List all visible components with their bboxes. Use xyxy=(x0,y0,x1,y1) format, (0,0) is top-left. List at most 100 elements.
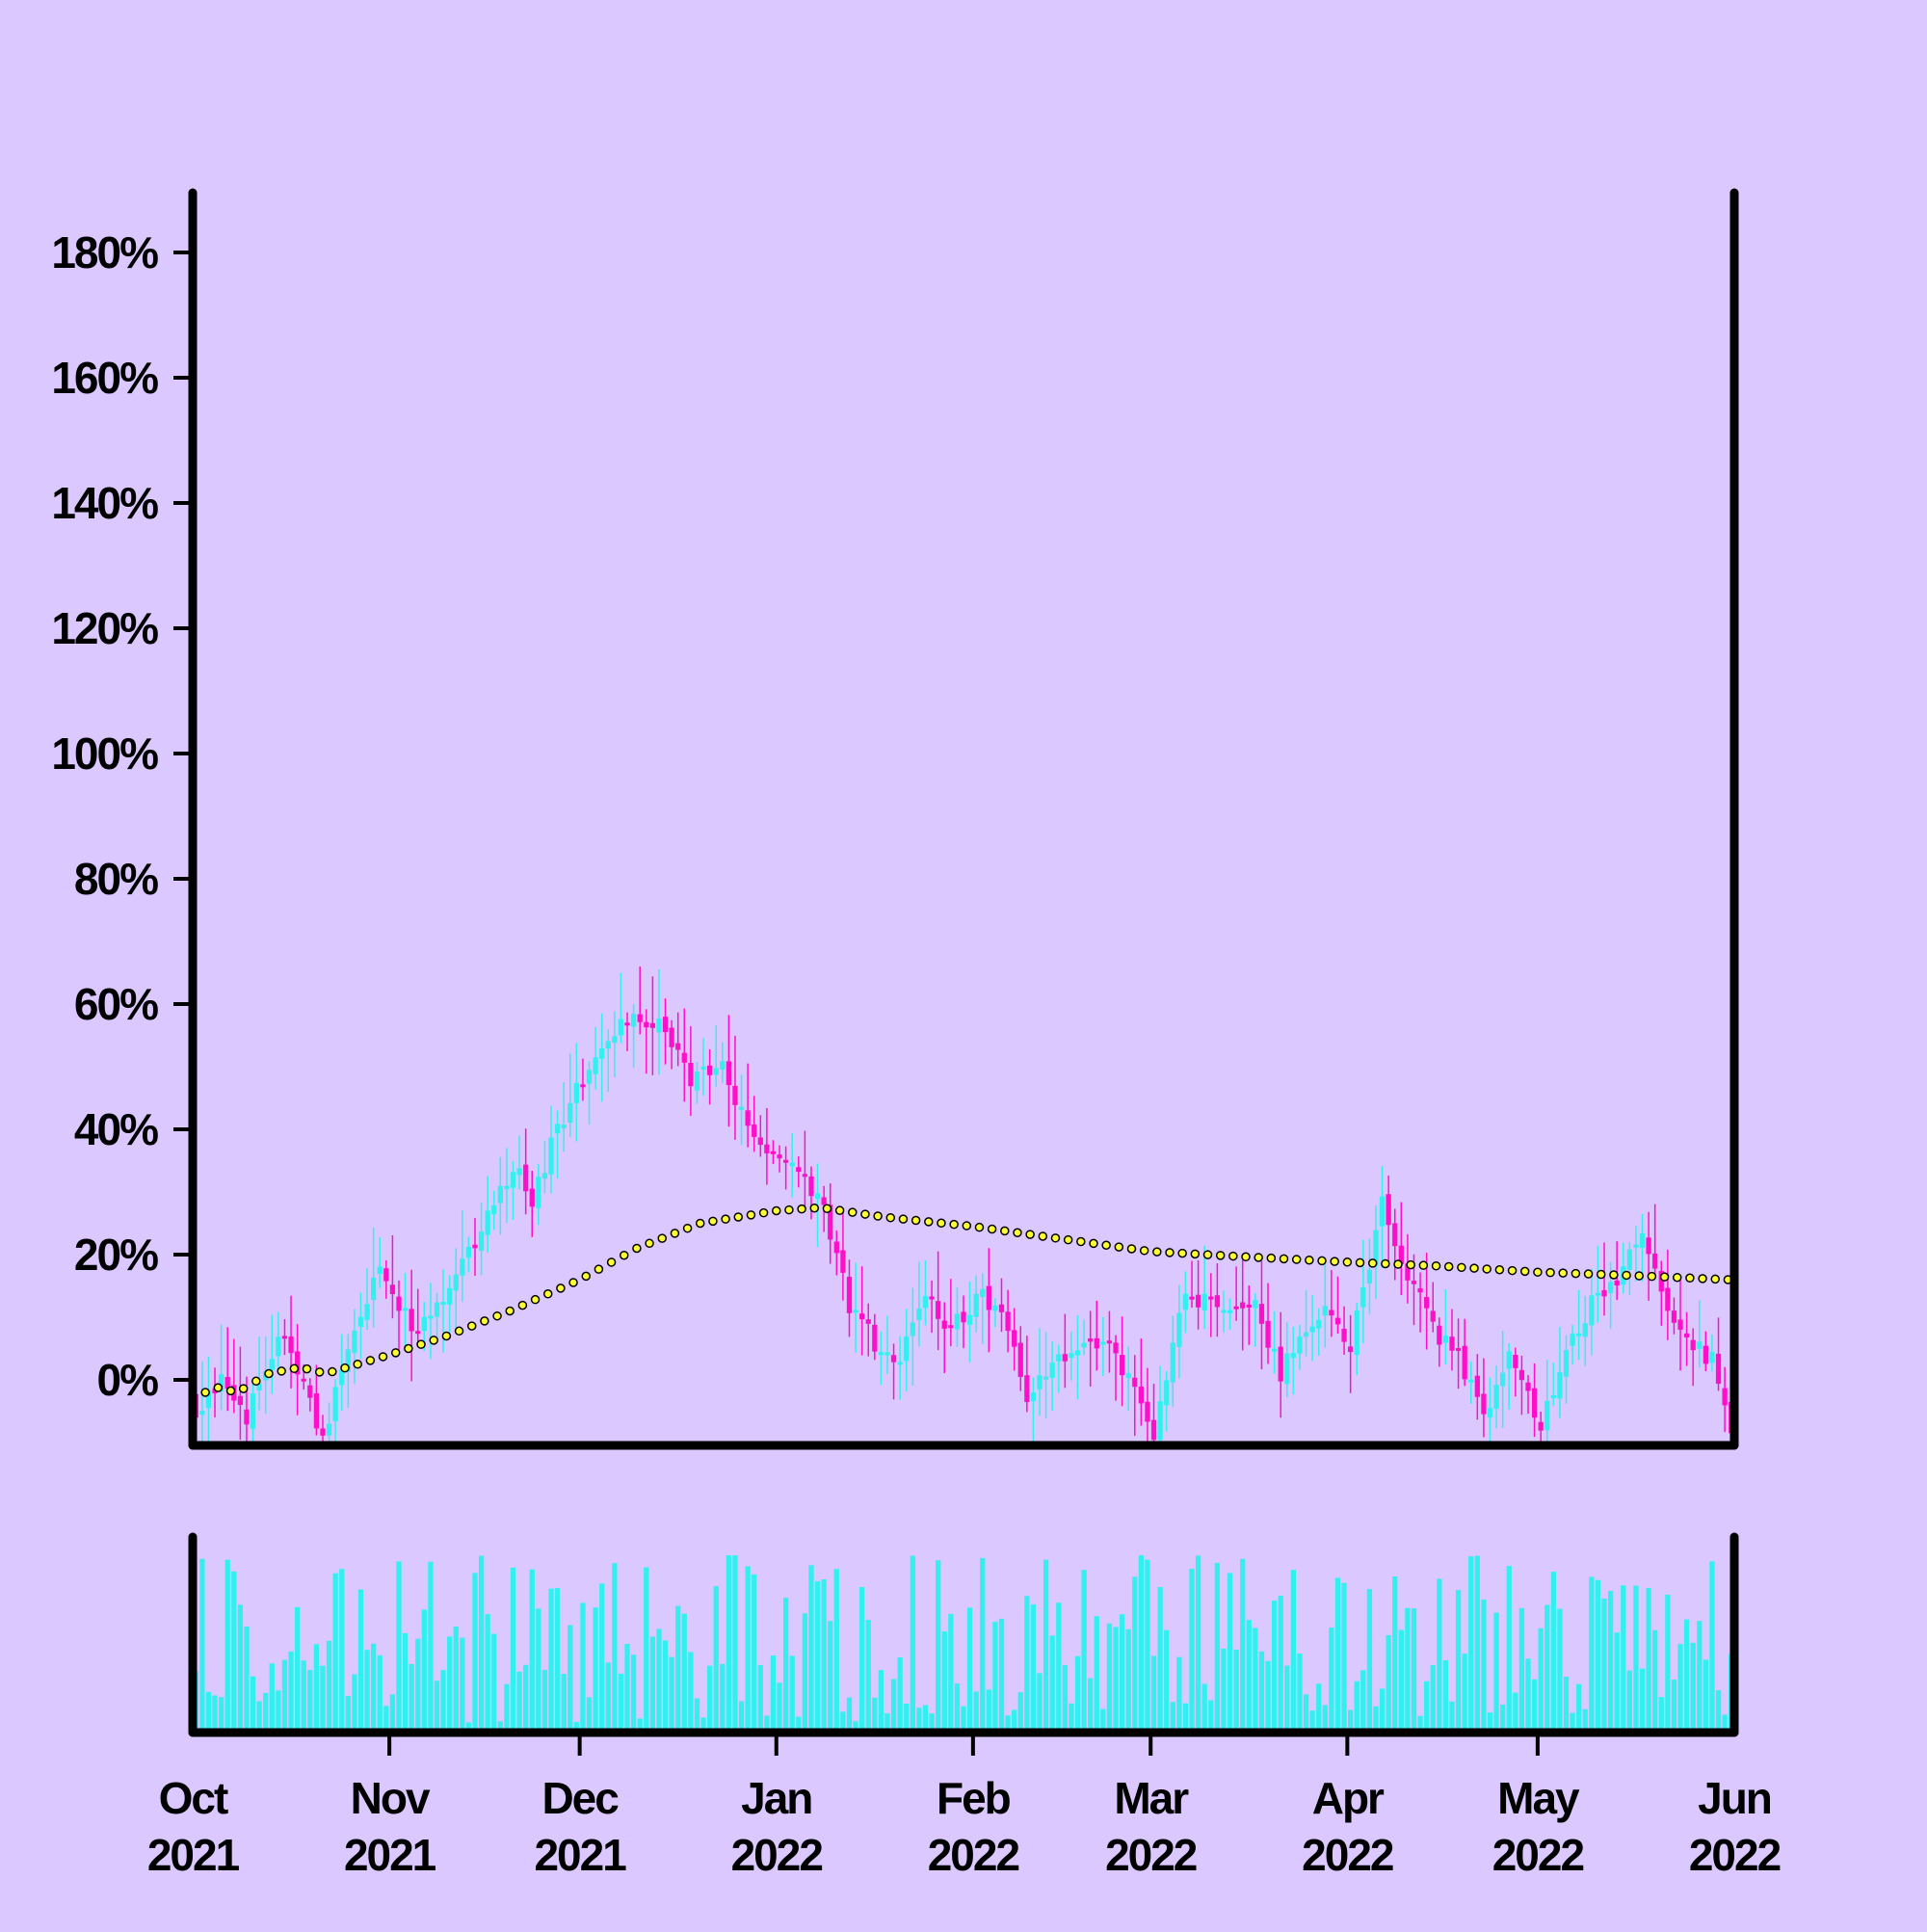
candle-body xyxy=(1221,1310,1227,1313)
moving-average-point xyxy=(708,1216,718,1227)
candle-body xyxy=(1570,1334,1575,1346)
volume-bar xyxy=(326,1640,332,1733)
candle-body xyxy=(1411,1281,1417,1284)
moving-average-point xyxy=(1126,1244,1137,1254)
candle-body xyxy=(1189,1296,1195,1300)
x-tick-label-year: 2022 xyxy=(928,1830,1019,1880)
volume-bar xyxy=(865,1620,871,1733)
candle-body xyxy=(681,1052,687,1063)
candle-body xyxy=(846,1276,853,1313)
volume-bar xyxy=(1037,1673,1043,1733)
candle-body xyxy=(497,1185,503,1204)
volume-bar xyxy=(910,1555,915,1733)
volume-bar xyxy=(1582,1708,1588,1733)
x-tick-label-year: 2022 xyxy=(1105,1830,1197,1880)
candle-body xyxy=(1088,1337,1094,1342)
x-tick-label-month: Oct xyxy=(159,1773,228,1823)
volume-bar xyxy=(764,1715,770,1733)
candle-body xyxy=(1417,1287,1423,1293)
candle-body xyxy=(510,1172,516,1188)
moving-average-point xyxy=(1139,1246,1149,1256)
moving-average-point xyxy=(200,1388,210,1397)
candle-body xyxy=(973,1293,979,1317)
moving-average-point xyxy=(251,1376,261,1387)
moving-average-point xyxy=(1228,1251,1238,1261)
volume-bar xyxy=(992,1622,998,1733)
volume-bar xyxy=(593,1607,598,1733)
moving-average-point xyxy=(1609,1270,1619,1280)
candle-body xyxy=(890,1355,897,1363)
volume-bar xyxy=(389,1694,396,1733)
volume-bar xyxy=(700,1717,706,1733)
volume-bar xyxy=(1227,1573,1233,1733)
candle-body xyxy=(706,1065,713,1075)
x-tick-label-year: 2021 xyxy=(534,1830,626,1880)
volume-bar xyxy=(1253,1628,1258,1733)
moving-average-point xyxy=(797,1204,806,1214)
candle-body xyxy=(675,1043,681,1050)
candle-body xyxy=(237,1395,244,1406)
volume-bar xyxy=(440,1670,446,1733)
moving-average-point xyxy=(1305,1255,1314,1265)
volume-bar xyxy=(770,1655,777,1733)
moving-average-point xyxy=(1469,1263,1479,1273)
volume-bar xyxy=(878,1670,884,1733)
candle-body xyxy=(352,1330,357,1354)
volume-bar xyxy=(568,1625,573,1733)
candle-body xyxy=(1683,1333,1690,1337)
candle-body xyxy=(783,1159,789,1163)
candle-body xyxy=(1290,1353,1297,1359)
volume-bar xyxy=(478,1555,485,1733)
volume-bar xyxy=(1100,1708,1106,1733)
volume-bar xyxy=(1290,1570,1297,1733)
volume-bar xyxy=(897,1656,903,1733)
volume-bar xyxy=(345,1696,351,1733)
candle-body xyxy=(1329,1310,1334,1316)
moving-average-point xyxy=(848,1207,858,1217)
candle-body xyxy=(1455,1347,1462,1351)
moving-average-point xyxy=(328,1366,337,1377)
candle-body xyxy=(1138,1387,1144,1404)
moving-average-point xyxy=(1634,1271,1644,1281)
volume-bar xyxy=(599,1583,605,1733)
candle-body xyxy=(402,1308,409,1311)
moving-average-point xyxy=(1494,1265,1505,1275)
candle-body xyxy=(1284,1353,1290,1385)
candle-body xyxy=(1094,1337,1099,1349)
candle-body xyxy=(409,1309,414,1332)
volume-bar xyxy=(307,1670,313,1733)
volume-bar xyxy=(1379,1688,1386,1733)
moving-average-point xyxy=(1013,1228,1022,1237)
moving-average-point xyxy=(1241,1252,1251,1262)
candle-body xyxy=(1265,1320,1271,1348)
candle-body xyxy=(853,1310,858,1313)
moving-average-point xyxy=(1165,1248,1175,1257)
candle-body xyxy=(878,1352,884,1356)
volume-bar xyxy=(1157,1587,1163,1733)
moving-average-point xyxy=(809,1203,820,1213)
candle-body xyxy=(1405,1263,1411,1281)
candle-body xyxy=(1697,1341,1703,1349)
candle-body xyxy=(1690,1339,1696,1351)
moving-average-point xyxy=(581,1271,591,1282)
candle-body xyxy=(1468,1379,1474,1383)
candle-body xyxy=(1182,1293,1189,1310)
volume-bar xyxy=(256,1701,262,1733)
candle-body xyxy=(1106,1340,1113,1344)
candle-body xyxy=(593,1057,598,1074)
volume-bar xyxy=(586,1697,593,1733)
candle-body xyxy=(529,1188,535,1207)
candle-body xyxy=(612,1036,618,1044)
volume-bar xyxy=(1341,1582,1347,1733)
volume-bar xyxy=(1437,1578,1442,1733)
candle-body xyxy=(1513,1355,1518,1368)
moving-average-point xyxy=(1076,1236,1086,1247)
candle-body xyxy=(345,1349,351,1372)
candle-body xyxy=(752,1125,757,1137)
moving-average-point xyxy=(1317,1256,1327,1266)
volume-bar xyxy=(516,1671,522,1733)
volume-bar xyxy=(1119,1614,1125,1733)
volume-bar xyxy=(630,1654,637,1733)
candle-body xyxy=(357,1316,364,1327)
